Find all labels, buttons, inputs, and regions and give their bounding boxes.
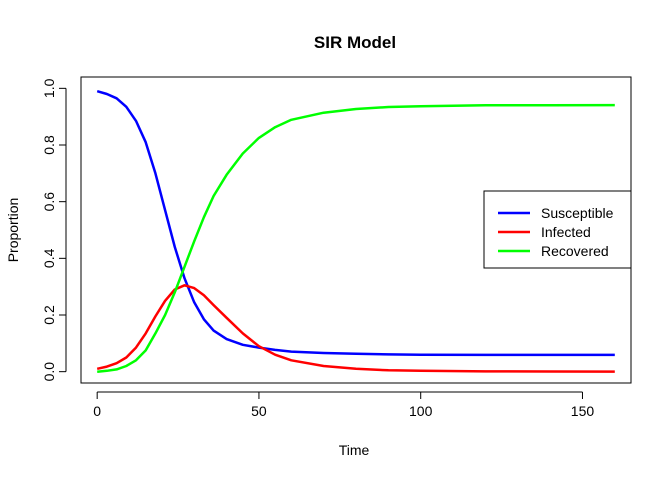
- x-axis-label: Time: [339, 442, 370, 458]
- y-tick-label: 0.4: [41, 248, 57, 268]
- y-axis: 0.0 0.2 0.4 0.6 0.8 1.0: [41, 78, 67, 382]
- y-tick-label: 1.0: [41, 78, 57, 98]
- y-tick-label: 0.2: [41, 305, 57, 325]
- y-tick-label: 0.0: [41, 362, 57, 382]
- x-tick-label: 150: [571, 403, 595, 419]
- x-tick-label: 0: [93, 403, 101, 419]
- legend: Susceptible Infected Recovered: [483, 190, 632, 269]
- chart-title: SIR Model: [314, 33, 396, 52]
- legend-label-recovered: Recovered: [541, 243, 609, 259]
- legend-box: [483, 190, 632, 269]
- x-tick-label: 100: [409, 403, 433, 419]
- legend-label-infected: Infected: [541, 224, 591, 240]
- y-tick-label: 0.8: [41, 135, 57, 155]
- series-line-recovered: [97, 103, 615, 373]
- x-tick-label: 50: [251, 403, 267, 419]
- y-axis-label: Proportion: [5, 198, 21, 263]
- series-line-infected: [96, 284, 615, 373]
- legend-label-susceptible: Susceptible: [541, 205, 614, 221]
- y-tick-label: 0.6: [41, 192, 57, 212]
- series-line-susceptible: [96, 89, 615, 357]
- series-layer: [96, 89, 615, 373]
- x-axis: 0 50 100 150: [93, 391, 595, 419]
